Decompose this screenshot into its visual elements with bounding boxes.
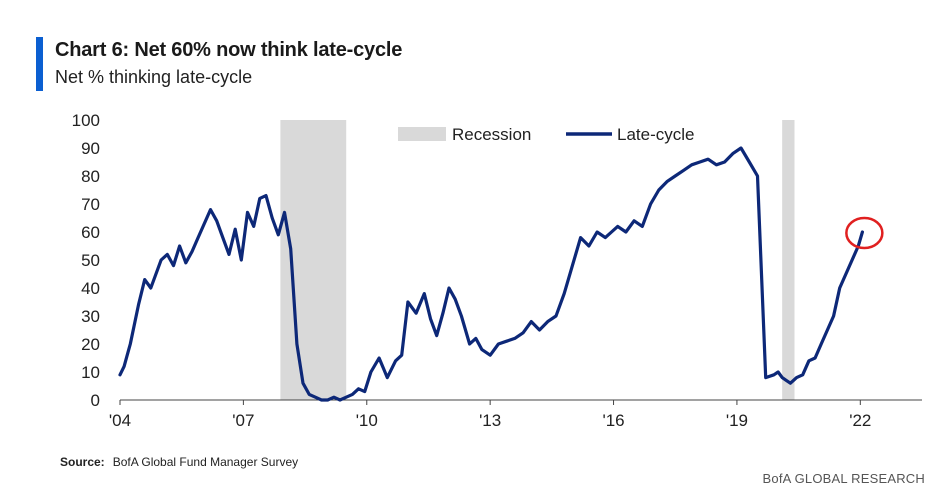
x-tick-label: '04 bbox=[109, 411, 131, 430]
chart-subtitle: Net % thinking late-cycle bbox=[55, 67, 253, 87]
series-line-late-cycle bbox=[118, 146, 865, 402]
recession-shading bbox=[280, 120, 795, 400]
legend-swatch-recession bbox=[398, 127, 446, 141]
source-note: Source: BofA Global Fund Manager Survey bbox=[60, 455, 298, 469]
legend-label-recession: Recession bbox=[452, 125, 531, 144]
x-tick-label: '07 bbox=[232, 411, 254, 430]
axes: 0 10 20 30 40 50 60 70 80 90 100 '04 '07 '10 '13 '16 '19… bbox=[72, 111, 922, 430]
y-tick-label: 70 bbox=[81, 195, 100, 214]
source-label: Source: bbox=[60, 455, 105, 469]
y-tick-label: 10 bbox=[81, 363, 100, 382]
legend-label-late-cycle: Late-cycle bbox=[617, 125, 694, 144]
y-tick-label: 80 bbox=[81, 167, 100, 186]
source-text: BofA Global Fund Manager Survey bbox=[112, 455, 299, 469]
y-tick-label: 20 bbox=[81, 335, 100, 354]
x-tick-label: '13 bbox=[479, 411, 501, 430]
recession-band-1 bbox=[782, 120, 795, 400]
y-tick-label: 30 bbox=[81, 307, 100, 326]
x-tick-label: '22 bbox=[849, 411, 871, 430]
chart-title: Chart 6: Net 60% now think late-cycle bbox=[55, 39, 403, 61]
y-tick-label: 100 bbox=[72, 111, 100, 130]
y-tick-label: 90 bbox=[81, 139, 100, 158]
y-tick-label: 50 bbox=[81, 251, 100, 270]
x-tick-label: '16 bbox=[602, 411, 624, 430]
x-tick-label: '10 bbox=[356, 411, 378, 430]
highlight-circle-latest bbox=[845, 216, 884, 250]
y-tick-label: 40 bbox=[81, 279, 100, 298]
title-accent-bar bbox=[36, 37, 43, 91]
x-tick-label: '19 bbox=[726, 411, 748, 430]
legend: Recession Late-cycle bbox=[398, 125, 694, 144]
highlight-layer bbox=[845, 216, 884, 250]
y-tick-label: 0 bbox=[91, 391, 100, 410]
series-layer bbox=[118, 146, 865, 402]
footer-brand: BofA GLOBAL RESEARCH bbox=[762, 471, 925, 486]
y-tick-label: 60 bbox=[81, 223, 100, 242]
